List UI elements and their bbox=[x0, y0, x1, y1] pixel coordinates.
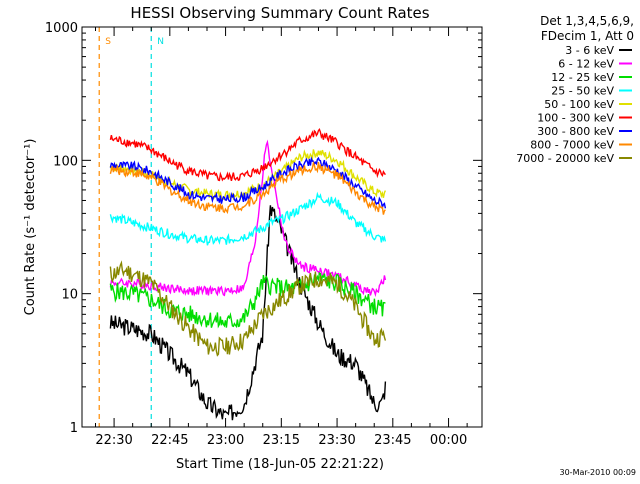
marker-label: S bbox=[105, 37, 111, 47]
legend-entry-label: 7000 - 20000 keV bbox=[516, 152, 614, 165]
series-line bbox=[109, 191, 387, 246]
legend: Det 1,3,4,5,6,9, FDecim 1, Att 0 3 - 6 k… bbox=[516, 14, 634, 165]
y-tick-label: 1000 bbox=[45, 21, 78, 36]
x-tick-label: 22:30 bbox=[95, 433, 132, 448]
legend-entry-label: 300 - 800 keV bbox=[537, 125, 614, 138]
x-tick-label: 23:15 bbox=[263, 433, 300, 448]
legend-entry-label: 6 - 12 keV bbox=[558, 58, 614, 71]
x-tick-label: 23:00 bbox=[207, 433, 244, 448]
x-axis-label: Start Time (18-Jun-05 22:21:22) bbox=[176, 457, 384, 472]
legend-entry-label: 25 - 50 keV bbox=[551, 85, 614, 98]
series-line bbox=[109, 205, 387, 421]
legend-header-line-1: Det 1,3,4,5,6,9, bbox=[540, 14, 634, 28]
series-line bbox=[109, 260, 387, 357]
legend-entry-label: 100 - 300 keV bbox=[537, 112, 614, 125]
x-tick-label: 00:00 bbox=[430, 433, 467, 448]
marker-label: N bbox=[157, 37, 164, 47]
plot-frame bbox=[81, 26, 483, 428]
series-line bbox=[109, 271, 386, 329]
series-line bbox=[109, 160, 386, 215]
y-tick-label: 1 bbox=[70, 421, 78, 436]
series-layer bbox=[109, 127, 387, 421]
series-line bbox=[109, 127, 386, 182]
legend-entry-label: 50 - 100 keV bbox=[544, 98, 614, 111]
legend-header-line-2: FDecim 1, Att 0 bbox=[541, 29, 634, 43]
chart-title: HESSI Observing Summary Count Rates bbox=[130, 4, 429, 22]
x-tick-label: 23:45 bbox=[374, 433, 411, 448]
y-axis-label: Count Rate (s⁻¹ detector⁻¹) bbox=[23, 139, 38, 316]
legend-entry-label: 12 - 25 keV bbox=[551, 71, 614, 84]
x-axis: 22:30 22:45 23:00 23:15 23:30 23:45 00:00 bbox=[95, 27, 468, 448]
footer-date: 30-Mar-2010 00:09 bbox=[560, 468, 637, 477]
legend-entry-label: 800 - 7000 keV bbox=[530, 139, 614, 152]
legend-entry-label: 3 - 6 keV bbox=[565, 44, 614, 57]
y-tick-label: 100 bbox=[53, 154, 78, 169]
x-tick-label: 23:30 bbox=[318, 433, 355, 448]
x-tick-label: 22:45 bbox=[151, 433, 188, 448]
y-tick-label: 10 bbox=[61, 288, 78, 303]
y-axis: 1 10 100 1000 bbox=[45, 21, 482, 436]
